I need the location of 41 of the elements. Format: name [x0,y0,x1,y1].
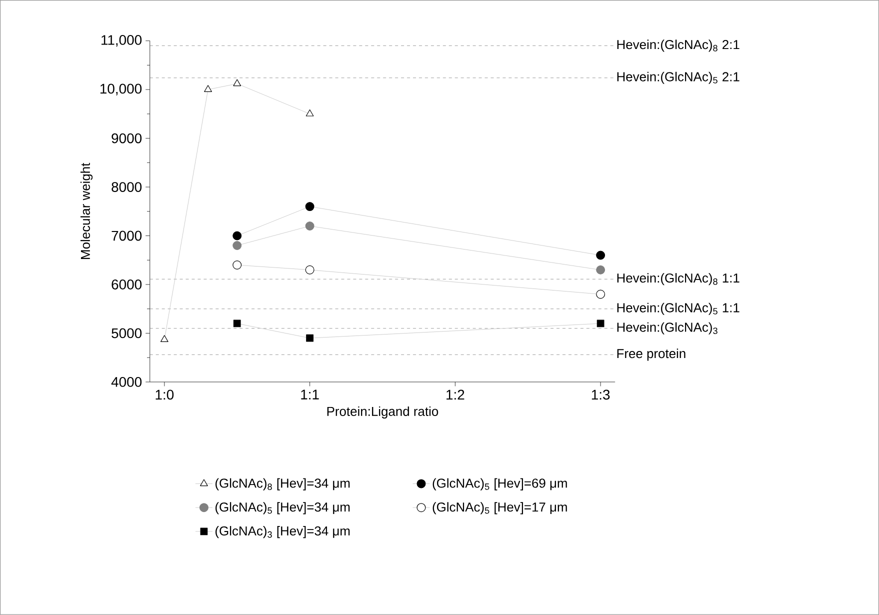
point [596,290,606,299]
point [233,79,242,86]
point [596,250,606,260]
x-tick-label: 1:1 [301,390,319,400]
y-tick-label: 9000 [112,133,142,144]
y-tick-label: 8000 [112,182,142,192]
y-tick-label: 10,000 [100,84,142,96]
text: Hevein:(GlcNAc)$_{8}$ 1:1 [617,273,740,286]
point [306,334,314,342]
legend-label: (GlcNAc)$_{8}$ [Hev]=34 μm [216,478,350,490]
point [596,320,604,328]
text: Hevein:(GlcNAc)$_{5}$ 1:1 [617,302,740,315]
point [232,231,242,240]
point [204,85,212,92]
y-tick-label: 7000 [112,230,142,241]
text: Hevein:(GlcNAc)$_{5}$ 2:1 [617,72,740,84]
x-axis-title: Protein:Ligand ratio [327,406,438,419]
x-tick-label: 1:0 [156,390,174,400]
point [305,222,314,231]
point [306,109,314,116]
y-tick-label: 4000 [111,377,142,387]
text: Free protein [617,348,686,361]
point [232,241,242,250]
x-tick-label: 1:2 [446,390,464,400]
y-tick-label: 6000 [112,280,142,290]
y-axis-title: Molecular weight [80,162,93,260]
point [596,265,606,274]
point [305,202,314,212]
legend-label: (GlcNAc)$_{5}$ [Hev]=69 μm [432,478,567,490]
text: Hevein:(GlcNAc)$_{8}$ 2:1 [617,40,740,52]
point [233,320,241,328]
x-tick-label: 1:3 [592,390,610,400]
y-tick-label: 5000 [112,328,142,338]
point [232,260,242,270]
point [305,265,314,274]
legend-label: (GlcNAc)$_{5}$ [Hev]=17 μm [432,502,567,514]
text: Hevein:(GlcNAc)$_{3}$ [617,322,718,334]
y-tick-label: 11,000 [102,35,142,47]
legend-label: (GlcNAc)$_{5}$ [Hev]=34 μm [216,502,350,514]
point [160,335,168,342]
legend-label: (GlcNAc)$_{3}$ [Hev]=34 μm [216,526,350,538]
